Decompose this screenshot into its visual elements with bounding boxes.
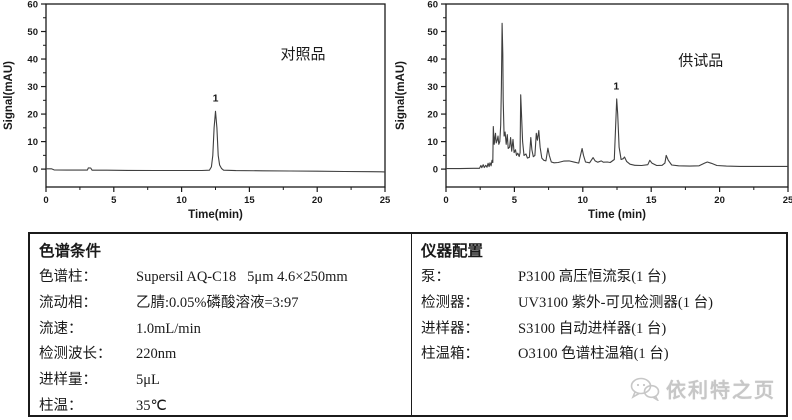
row-value: 220nm [136, 346, 177, 363]
y-tick-label: 40 [27, 55, 38, 66]
y-axis-ticks: 0 10 20 30 40 50 60 [427, 0, 446, 176]
sample-type-annotation: 对照品 [280, 46, 325, 63]
row-value: 1.0mL/min [136, 320, 201, 337]
table-row: 进样器： S3100 自动进样器(1 台) [421, 317, 778, 343]
x-tick-label: 15 [244, 195, 255, 206]
row-label: 进样器： [421, 320, 479, 337]
row-label: 柱温： [39, 397, 83, 414]
x-tick-label: 25 [783, 195, 792, 206]
row-label: 流速： [39, 320, 83, 337]
watermark: 依利特之页 [630, 374, 776, 403]
y-axis-title: Signal(mAU) [395, 61, 407, 130]
x-tick-label: 20 [714, 195, 725, 206]
table-row: 检测波长： 220nm [39, 342, 403, 368]
conditions-header: 色谱条件 [39, 243, 102, 260]
row-label: 流动相： [39, 294, 97, 311]
x-axis-ticks: 0 5 10 15 20 25 [443, 187, 792, 206]
chromatogram-svg: 0 5 10 15 20 25 0 10 20 30 40 50 60 1 供试品 Time (min) Sig… [395, 0, 792, 221]
x-tick-label: 0 [443, 195, 448, 206]
peak-label: 1 [613, 80, 619, 92]
y-tick-label: 0 [33, 165, 38, 176]
row-value: P3100 高压恒流泵(1 台) [518, 269, 667, 285]
y-tick-label: 60 [427, 0, 438, 11]
x-axis-title: Time (min) [588, 209, 646, 221]
x-tick-label: 15 [646, 195, 657, 206]
chromatogram-trace [446, 22, 788, 170]
y-tick-label: 50 [427, 27, 438, 38]
x-axis-title: Time(min) [188, 209, 243, 221]
plot-box [445, 3, 789, 188]
x-tick-label: 10 [578, 195, 589, 206]
x-tick-label: 10 [176, 195, 187, 206]
row-label: 检测波长： [39, 346, 112, 363]
y-tick-label: 10 [427, 137, 438, 148]
table-row: 流动相： 乙腈:0.05%磷酸溶液=3:97 [39, 291, 403, 317]
table-row: 柱温箱： O3100 色谱柱温箱(1 台) [421, 342, 778, 368]
y-tick-label: 0 [433, 165, 438, 176]
row-label: 柱温箱： [421, 346, 479, 363]
row-value: O3100 色谱柱温箱(1 台) [518, 346, 669, 363]
peak-label: 1 [213, 93, 219, 105]
y-tick-label: 10 [27, 137, 38, 148]
y-tick-label: 30 [27, 82, 38, 93]
chromatogram-trace [46, 110, 386, 173]
instrument-configuration-cell: 仪器配置 泵： P3100 高压恒流泵(1 台) 检测器： UV3100 紫外-… [412, 234, 786, 415]
y-tick-label: 40 [427, 55, 438, 66]
x-tick-label: 20 [312, 195, 323, 206]
chromatogram-svg: 0 5 10 15 20 25 0 10 20 30 40 50 60 1 对照品 Time(min) Sign… [3, 0, 391, 221]
table-row: 进样量： 5μL [39, 368, 403, 394]
table-row: 柱温： 35℃ [39, 394, 403, 420]
table-row: 流速： 1.0mL/min [39, 317, 403, 343]
table-row: 色谱柱： Supersil AQ-C18 5μm 4.6×250mm [39, 265, 403, 291]
y-axis-ticks: 0 10 20 30 40 50 60 [27, 0, 46, 176]
row-value: UV3100 紫外-可见检测器(1 台) [518, 294, 713, 311]
sample-type-annotation: 供试品 [678, 52, 723, 69]
x-axis-ticks: 0 5 10 15 20 25 [43, 187, 391, 206]
watermark-text: 依利特之页 [666, 380, 776, 402]
y-axis-title: Signal(mAU) [3, 61, 15, 130]
y-tick-label: 60 [27, 0, 38, 11]
row-value: 35℃ [136, 397, 167, 414]
row-label: 泵： [421, 269, 450, 285]
x-tick-label: 5 [512, 195, 518, 206]
x-tick-label: 5 [111, 195, 117, 206]
row-value: 乙腈:0.05%磷酸溶液=3:97 [136, 294, 299, 311]
table-row: 检测器： UV3100 紫外-可见检测器(1 台) [421, 291, 778, 317]
row-label: 检测器： [421, 294, 479, 311]
row-value: 5μL [136, 372, 160, 389]
wechat-bubbles-icon [630, 377, 660, 401]
row-label: 色谱柱： [39, 269, 97, 285]
chromatogram-sample-chart: 0 5 10 15 20 25 0 10 20 30 40 50 60 1 供试品 Time (min) Sig… [392, 0, 792, 230]
y-tick-label: 50 [27, 27, 38, 38]
row-value: S3100 自动进样器(1 台) [518, 320, 667, 337]
row-label: 进样量： [39, 372, 97, 389]
table-row: 泵： P3100 高压恒流泵(1 台) [421, 265, 778, 291]
y-tick-label: 20 [427, 110, 438, 121]
configuration-header: 仪器配置 [421, 243, 484, 260]
x-tick-label: 25 [380, 195, 391, 206]
y-tick-label: 30 [427, 82, 438, 93]
x-tick-label: 0 [43, 195, 48, 206]
conditions-table: 色谱条件 色谱柱： Supersil AQ-C18 5μm 4.6×250mm … [28, 232, 788, 417]
y-tick-label: 20 [27, 110, 38, 121]
row-value: Supersil AQ-C18 5μm 4.6×250mm [136, 269, 348, 285]
chromatogram-reference-chart: 0 5 10 15 20 25 0 10 20 30 40 50 60 1 对照品 Time(min) Sign… [0, 0, 392, 230]
chromatographic-conditions-cell: 色谱条件 色谱柱： Supersil AQ-C18 5μm 4.6×250mm … [30, 234, 412, 415]
